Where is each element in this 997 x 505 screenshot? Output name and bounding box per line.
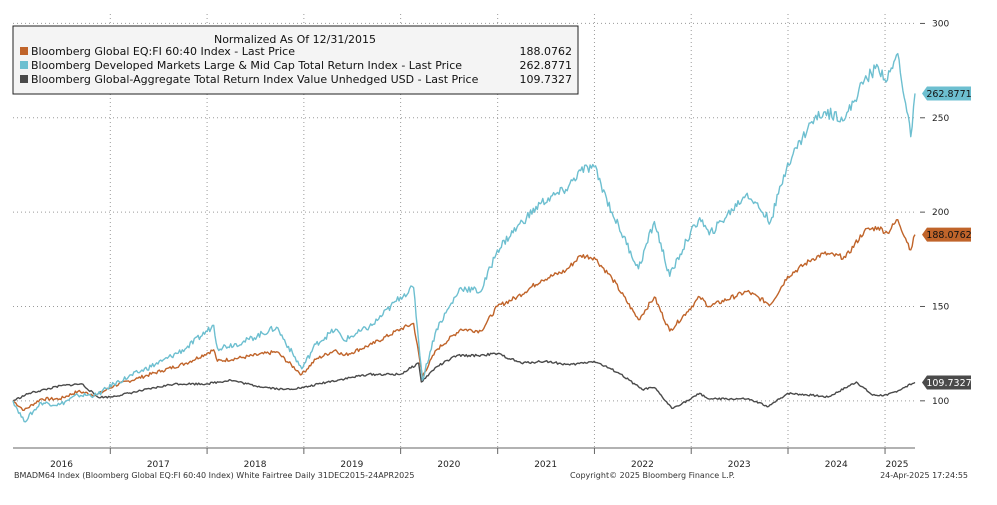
last-value-badges: 188.0762 262.8771 109.7327 bbox=[922, 86, 972, 390]
legend-value-eqfi: 188.0762 bbox=[520, 45, 573, 58]
x-tick-label: 2022 bbox=[631, 460, 654, 470]
legend-label-dm: Bloomberg Developed Markets Large & Mid … bbox=[31, 59, 462, 72]
last-value-badge-label: 109.7327 bbox=[926, 378, 971, 389]
x-tick-label: 2020 bbox=[437, 460, 460, 470]
x-tick-label: 2019 bbox=[340, 460, 363, 470]
footer: BMADM64 Index (Bloomberg Global EQ:FI 60… bbox=[14, 471, 968, 480]
series-line-bloomberg-developed-markets-large-mid-ca bbox=[12, 52, 916, 423]
y-tick-label: 150 bbox=[932, 302, 949, 312]
y-tick-label: 100 bbox=[932, 397, 949, 407]
y-tick-label: 300 bbox=[932, 19, 949, 29]
legend-label-agg: Bloomberg Global-Aggregate Total Return … bbox=[31, 73, 479, 86]
series-line-bloomberg-global-aggregate-total-return- bbox=[12, 352, 916, 410]
y-tick-label: 250 bbox=[932, 114, 949, 124]
x-tick-label: 2017 bbox=[147, 460, 170, 470]
last-value-badge-shape bbox=[922, 86, 971, 101]
last-value-badge-0: 188.0762 bbox=[922, 227, 972, 242]
legend-swatch-agg bbox=[20, 75, 28, 83]
footer-copyright: Copyright© 2025 Bloomberg Finance L.P. bbox=[570, 471, 735, 480]
y-tick-label: 200 bbox=[932, 208, 949, 218]
legend-value-agg: 109.7327 bbox=[520, 73, 573, 86]
legend-label-eqfi: Bloomberg Global EQ:FI 60:40 Index - Las… bbox=[31, 45, 295, 58]
legend-swatch-eqfi bbox=[20, 47, 28, 55]
footer-timestamp: 24-Apr-2025 17:24:55 bbox=[880, 471, 968, 480]
last-value-badge-shape bbox=[922, 227, 971, 242]
last-value-badge-shape bbox=[922, 375, 971, 390]
last-value-badge-label: 262.8771 bbox=[926, 89, 971, 100]
x-tick-label: 2018 bbox=[244, 460, 267, 470]
x-tick-label: 2024 bbox=[825, 460, 848, 470]
legend-swatch-dm bbox=[20, 61, 28, 69]
last-value-badge-1: 262.8771 bbox=[922, 86, 972, 101]
legend-title: Normalized As Of 12/31/2015 bbox=[214, 33, 376, 46]
x-tick-label: 2023 bbox=[728, 460, 751, 470]
legend: Normalized As Of 12/31/2015 Bloomberg Gl… bbox=[12, 25, 579, 95]
last-value-badge-2: 109.7327 bbox=[922, 375, 972, 390]
series-layer bbox=[12, 52, 916, 423]
legend-value-dm: 262.8771 bbox=[520, 59, 573, 72]
x-tick-label: 2021 bbox=[534, 460, 557, 470]
footer-ticker-info: BMADM64 Index (Bloomberg Global EQ:FI 60… bbox=[14, 471, 414, 480]
x-tick-label: 2016 bbox=[50, 460, 73, 470]
y-axis: 100 150 200 250 300 bbox=[920, 19, 949, 407]
legend-box bbox=[12, 25, 579, 95]
last-value-badge-label: 188.0762 bbox=[926, 230, 971, 241]
series-line-bloomberg-global-eq-fi-60-40-index-last- bbox=[12, 218, 916, 411]
x-tick-label: 2025 bbox=[886, 460, 909, 470]
x-axis: 2016 2017 2018 2019 2020 2021 2022 2023 2024 2025 bbox=[13, 447, 915, 470]
